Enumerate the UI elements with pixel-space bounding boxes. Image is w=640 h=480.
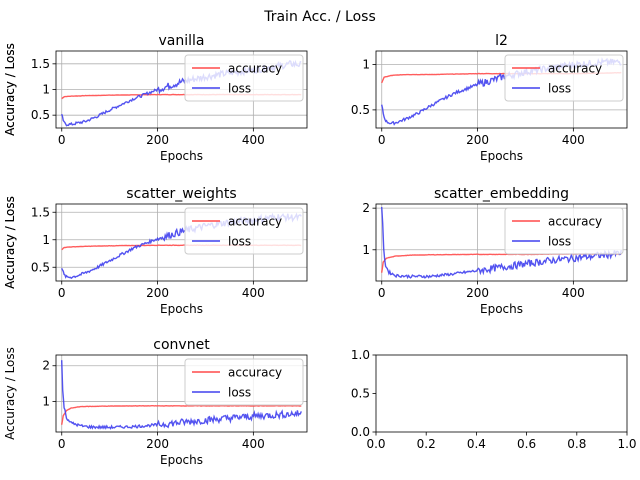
y-tick-label: 0.0 bbox=[351, 425, 370, 439]
y-axis-label: Accuracy / Loss bbox=[3, 196, 17, 289]
x-tick-label: 200 bbox=[466, 133, 489, 147]
legend-label-accuracy: accuracy bbox=[228, 62, 282, 76]
legend-box bbox=[184, 358, 304, 406]
x-tick-label: 0.8 bbox=[567, 437, 586, 451]
x-axis-label: Epochs bbox=[160, 302, 203, 316]
subplot-scatter_embedding: 0 200 400 1 2 scatter_embedding Epochs Accuracy… bbox=[3, 186, 628, 316]
subplot-scatter_weights: 0 200 400 0.5 1 1.5 scatter_weights Epochs Accur… bbox=[3, 186, 308, 316]
x-tick-label: 0 bbox=[58, 437, 66, 451]
x-tick-label: 200 bbox=[146, 133, 169, 147]
x-tick-label: 0 bbox=[58, 286, 66, 300]
legend: accuracy loss bbox=[504, 207, 624, 255]
subplot-title: scatter_weights bbox=[126, 186, 236, 202]
subplot-title: convnet bbox=[153, 337, 210, 353]
y-tick-label: 1 bbox=[362, 243, 370, 257]
legend-label-accuracy: accuracy bbox=[548, 215, 602, 229]
series-line-loss bbox=[61, 360, 302, 430]
x-axis-label: Epochs bbox=[160, 453, 203, 467]
y-tick-label: 1 bbox=[362, 58, 370, 72]
y-axis-label: Accuracy / Loss bbox=[3, 43, 17, 136]
legend-label-accuracy: accuracy bbox=[228, 215, 282, 229]
subplot-vanilla: 0 200 400 0.5 1 1.5 vanilla Epochs Accuracy / Lo… bbox=[3, 33, 308, 163]
x-tick-label: 400 bbox=[562, 286, 585, 300]
y-tick-label: 1.5 bbox=[31, 57, 50, 71]
axes-frame bbox=[375, 50, 628, 129]
axes-frame bbox=[55, 203, 308, 282]
y-axis-label: Accuracy / Loss bbox=[3, 43, 17, 136]
y-tick-label: 1 bbox=[42, 395, 50, 409]
x-tick-label: 0 bbox=[378, 133, 386, 147]
legend: accuracy loss bbox=[504, 54, 624, 102]
subplot-title: l2 bbox=[495, 33, 508, 49]
x-axis-label: Epochs bbox=[480, 149, 523, 163]
x-tick-label: 0.4 bbox=[467, 437, 486, 451]
y-tick-label: 0.5 bbox=[351, 387, 370, 401]
x-tick-label: 0 bbox=[378, 286, 386, 300]
x-tick-label: 400 bbox=[242, 286, 265, 300]
legend-label-accuracy: accuracy bbox=[228, 366, 282, 380]
subplot-empty: 0.0 0.2 0.4 0.6 0.8 1.0 0.0 0.5 1.0 bbox=[351, 348, 637, 451]
subplot-title: scatter_embedding bbox=[434, 186, 569, 202]
y-axis-label: Accuracy / Loss bbox=[3, 347, 17, 440]
x-tick-label: 1.0 bbox=[617, 437, 636, 451]
x-tick-label: 400 bbox=[242, 133, 265, 147]
axes-frame bbox=[55, 354, 308, 433]
x-tick-label: 0 bbox=[58, 133, 66, 147]
y-tick-label: 1 bbox=[42, 233, 50, 247]
legend-box bbox=[504, 54, 624, 102]
x-axis-label: Epochs bbox=[160, 149, 203, 163]
y-tick-label: 2 bbox=[42, 359, 50, 373]
legend-label-loss: loss bbox=[548, 235, 571, 249]
x-tick-label: 400 bbox=[242, 437, 265, 451]
legend: accuracy loss bbox=[184, 207, 304, 255]
legend: accuracy loss bbox=[184, 54, 304, 102]
subplot-title: vanilla bbox=[159, 33, 205, 49]
x-tick-label: 0.0 bbox=[366, 437, 385, 451]
x-axis-label: Epochs bbox=[480, 302, 523, 316]
legend-label-accuracy: accuracy bbox=[548, 62, 602, 76]
legend-label-loss: loss bbox=[228, 82, 251, 96]
subplot-l2: 0 200 400 0.5 1 l2 Epochs Accuracy / Loss accura… bbox=[3, 33, 628, 163]
legend-label-loss: loss bbox=[548, 82, 571, 96]
legend-box bbox=[184, 54, 304, 102]
legend-box bbox=[184, 207, 304, 255]
y-axis-label: Accuracy / Loss bbox=[3, 196, 17, 289]
x-tick-label: 400 bbox=[562, 133, 585, 147]
y-tick-label: 2 bbox=[362, 201, 370, 215]
y-tick-label: 0.5 bbox=[31, 260, 50, 274]
axes-frame bbox=[375, 203, 628, 282]
legend-label-loss: loss bbox=[228, 386, 251, 400]
y-tick-label: 1 bbox=[42, 83, 50, 97]
subplot-convnet: 0 200 400 1 2 convnet Epochs Accuracy / Loss acc… bbox=[3, 337, 308, 467]
series-line-accuracy bbox=[61, 404, 302, 425]
x-tick-label: 200 bbox=[146, 437, 169, 451]
y-tick-label: 0.5 bbox=[31, 108, 50, 122]
y-tick-label: 0.5 bbox=[351, 103, 370, 117]
x-tick-label: 200 bbox=[146, 286, 169, 300]
legend: accuracy loss bbox=[184, 358, 304, 406]
figure-title: Train Acc. / Loss bbox=[263, 9, 376, 25]
x-tick-label: 0.2 bbox=[417, 437, 436, 451]
y-tick-label: 1.5 bbox=[31, 205, 50, 219]
x-tick-label: 0.6 bbox=[517, 437, 536, 451]
legend-box bbox=[504, 207, 624, 255]
axes-frame bbox=[375, 354, 628, 433]
y-tick-label: 1.0 bbox=[351, 348, 370, 362]
legend-label-loss: loss bbox=[228, 235, 251, 249]
series-line-loss bbox=[381, 206, 622, 280]
x-tick-label: 200 bbox=[466, 286, 489, 300]
